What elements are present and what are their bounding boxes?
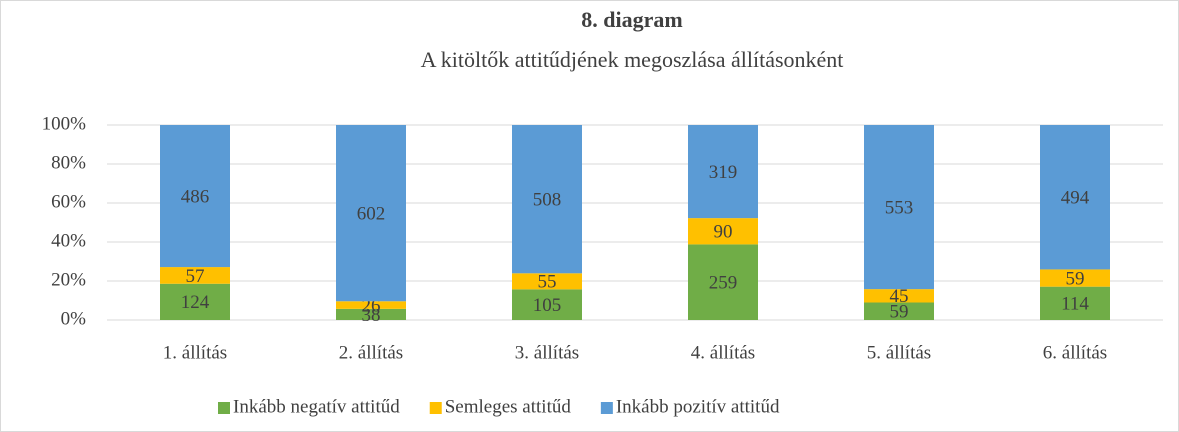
y-tick-label: 60% <box>51 191 86 212</box>
bar-segment <box>160 125 230 268</box>
data-label: 59 <box>1066 268 1085 289</box>
data-label: 494 <box>1061 188 1090 209</box>
legend-label: Inkább pozitív attitűd <box>616 396 780 417</box>
y-tick-label: 20% <box>51 269 86 290</box>
data-label: 508 <box>533 190 562 211</box>
data-label: 45 <box>890 286 909 307</box>
data-label: 486 <box>181 186 210 207</box>
bar-segment <box>864 289 934 303</box>
y-tick-label: 40% <box>51 230 86 251</box>
bar-segment <box>1040 286 1110 320</box>
data-label: 319 <box>709 162 738 183</box>
chart-title: 8. diagram <box>581 7 682 32</box>
x-tick-label: 5. állítás <box>867 342 931 363</box>
x-tick-label: 2. állítás <box>339 342 403 363</box>
bar-segment <box>336 301 406 309</box>
x-tick-label: 1. állítás <box>163 342 227 363</box>
legend-swatch <box>429 402 442 414</box>
bar-segment <box>160 283 230 320</box>
bar-segment <box>512 125 582 274</box>
legend-swatch <box>218 402 230 414</box>
x-tick-label: 3. állítás <box>515 342 579 363</box>
chart-subtitle: A kitöltők attitűdjének megoszlása állít… <box>421 47 844 72</box>
x-tick-label: 6. állítás <box>1043 342 1107 363</box>
y-tick-label: 0% <box>61 308 87 329</box>
bar-segment <box>688 125 758 219</box>
data-label: 124 <box>181 292 210 313</box>
bar-segment <box>336 308 406 320</box>
bar-segment <box>864 302 934 320</box>
bar-segment <box>688 218 758 245</box>
legend-label: Inkább negatív attitűd <box>233 396 400 417</box>
legend-swatch <box>600 402 613 414</box>
data-label: 59 <box>890 302 909 323</box>
bar-segment <box>1040 269 1110 287</box>
bar-segment <box>512 273 582 290</box>
y-tick-label: 80% <box>51 152 86 173</box>
data-label: 57 <box>186 266 205 287</box>
bar-segment <box>512 289 582 320</box>
data-label: 602 <box>357 203 386 224</box>
data-label: 55 <box>538 272 557 293</box>
data-label: 114 <box>1061 294 1089 315</box>
bar-segment <box>1040 125 1110 270</box>
bar-segment <box>688 244 758 320</box>
data-label: 105 <box>533 295 562 316</box>
legend-label: Semleges attitűd <box>445 396 572 417</box>
x-tick-label: 4. állítás <box>691 342 755 363</box>
data-label: 90 <box>714 222 733 243</box>
y-tick-label: 100% <box>42 113 87 134</box>
bar-segment <box>160 267 230 284</box>
data-label: 38 <box>362 305 381 326</box>
data-label: 259 <box>709 273 738 294</box>
bar-segment <box>336 125 406 302</box>
data-label: 553 <box>885 197 914 218</box>
bar-segment <box>864 125 934 290</box>
